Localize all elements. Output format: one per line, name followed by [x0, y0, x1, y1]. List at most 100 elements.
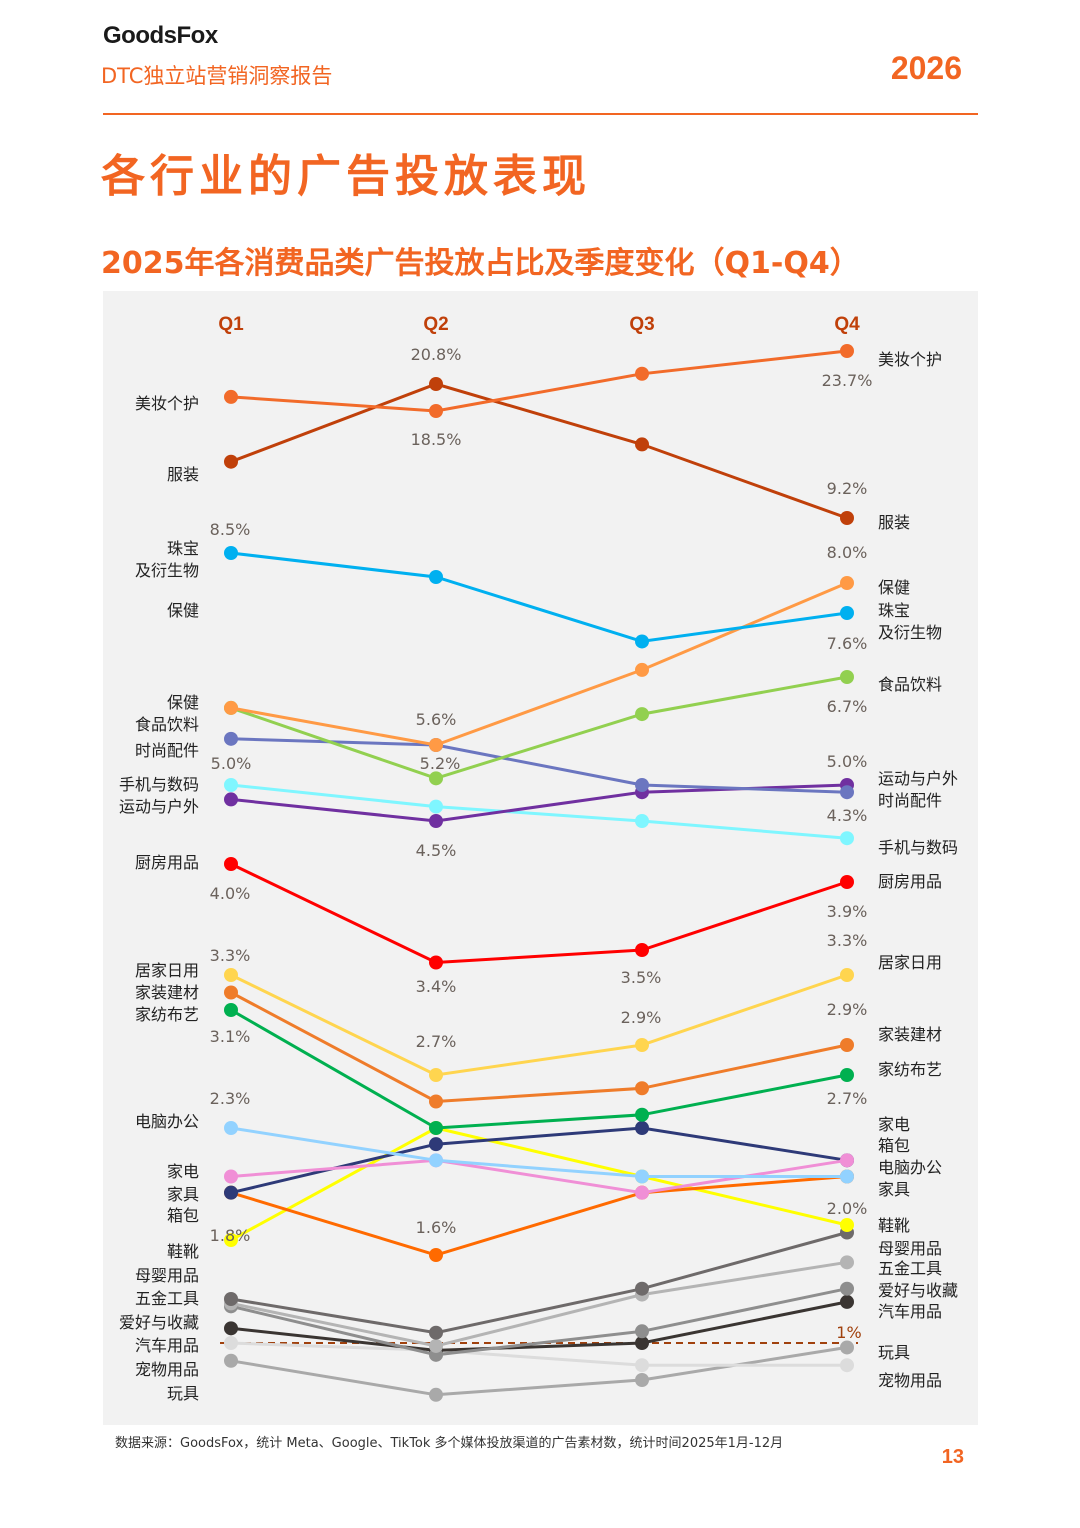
- data-point-宠物用品-Q3: [635, 1358, 649, 1373]
- data-point-手机与数码-Q3: [635, 814, 649, 828]
- left-category-label: 汽车用品: [135, 1336, 199, 1355]
- right-category-label: 家装建材: [878, 1025, 942, 1044]
- data-point-电脑办公-Q1: [224, 1121, 238, 1135]
- left-category-label: 电脑办公: [135, 1112, 199, 1131]
- goodsfox-logo: GoodsFox: [103, 22, 218, 50]
- series-line-五金工具: [230, 1260, 848, 1348]
- data-point-爱好与收藏-Q4: [840, 1281, 854, 1296]
- data-point-汽车用品-Q4: [840, 1294, 854, 1309]
- series-line-电脑办公: [230, 1126, 847, 1178]
- header-divider: [103, 113, 978, 115]
- report-year: 2026: [890, 50, 962, 86]
- data-label: 18.5%: [411, 430, 462, 449]
- data-label: 7.6%: [827, 634, 868, 653]
- data-label: 2.0%: [827, 1199, 868, 1218]
- data-point-食品饮料-Q3: [635, 707, 649, 722]
- right-category-label: 玩具: [878, 1343, 910, 1362]
- left-category-label: 鞋靴: [167, 1242, 199, 1261]
- data-point-家纺布艺-Q2: [429, 1121, 443, 1135]
- series-line-玩具: [230, 1345, 848, 1397]
- data-point-电脑办公-Q3: [635, 1169, 649, 1184]
- data-point-服装-Q1: [224, 454, 238, 469]
- left-category-label: 宠物用品: [135, 1360, 199, 1379]
- data-point-玩具-Q1: [224, 1353, 238, 1368]
- data-point-箱包-Q3: [635, 1121, 649, 1135]
- data-point-家纺布艺-Q4: [840, 1068, 854, 1082]
- data-point-珠宝及衍生物-Q2: [429, 570, 443, 584]
- data-label: 9.2%: [827, 479, 868, 498]
- series-line-珠宝及衍生物: [230, 551, 848, 643]
- left-category-label: 居家日用: [135, 961, 199, 980]
- data-point-箱包-Q2: [429, 1137, 443, 1152]
- data-point-美妆个护-Q3: [635, 366, 649, 381]
- right-category-label: 箱包: [878, 1136, 910, 1155]
- data-point-家装建材-Q3: [635, 1081, 649, 1096]
- data-label: 1.8%: [210, 1226, 251, 1245]
- data-label: 2.3%: [210, 1089, 251, 1108]
- data-point-保健-Q3: [635, 662, 649, 677]
- data-point-保健-Q2: [429, 738, 443, 752]
- series-line-鞋靴: [230, 1126, 848, 1242]
- data-label: 6.7%: [827, 697, 868, 716]
- data-point-时尚配件-Q1: [224, 731, 238, 746]
- data-point-保健-Q1: [224, 700, 238, 715]
- data-point-母婴用品-Q3: [635, 1281, 649, 1296]
- series-line-食品饮料: [230, 675, 848, 780]
- left-category-label: 家电: [167, 1162, 199, 1181]
- data-point-玩具-Q2: [429, 1387, 443, 1402]
- data-point-运动与户外-Q1: [224, 792, 238, 807]
- series-line-宠物用品: [230, 1341, 847, 1367]
- data-point-五金工具-Q4: [840, 1255, 854, 1270]
- series-line-服装: [230, 382, 848, 520]
- right-category-label: 时尚配件: [878, 791, 942, 810]
- data-point-家纺布艺-Q3: [635, 1107, 649, 1122]
- data-point-厨房用品-Q4: [840, 875, 854, 889]
- right-category-label: 居家日用: [878, 953, 942, 972]
- data-point-鞋靴-Q1: [224, 1233, 238, 1247]
- data-label: 5.6%: [416, 710, 457, 729]
- left-category-label: 珠宝: [167, 539, 199, 558]
- data-source-note: 数据来源：GoodsFox，统计 Meta、Google、TikTok 多个媒体…: [115, 1436, 784, 1451]
- data-label: 5.0%: [211, 754, 252, 773]
- data-point-家具-Q2: [429, 1248, 443, 1262]
- data-label: 2.9%: [621, 1008, 662, 1027]
- data-label: 23.7%: [822, 371, 873, 390]
- data-label: 3.3%: [827, 931, 868, 950]
- left-category-label: 箱包: [167, 1206, 199, 1225]
- right-category-label: 手机与数码: [878, 838, 958, 857]
- data-point-保健-Q4: [840, 576, 854, 590]
- data-point-箱包-Q1: [224, 1185, 238, 1200]
- data-point-爱好与收藏-Q3: [635, 1324, 649, 1339]
- right-category-label: 母婴用品: [878, 1239, 942, 1258]
- data-point-母婴用品-Q1: [224, 1292, 238, 1306]
- data-point-家装建材-Q2: [429, 1094, 443, 1109]
- data-label: 4.5%: [416, 841, 457, 860]
- data-point-珠宝及衍生物-Q1: [224, 546, 238, 560]
- left-category-label: 时尚配件: [135, 741, 199, 760]
- page-number: 13: [941, 1446, 964, 1468]
- data-point-母婴用品-Q2: [429, 1325, 443, 1340]
- left-category-label: 家纺布艺: [135, 1005, 199, 1024]
- data-label: 5.2%: [420, 754, 461, 773]
- left-category-label: 食品饮料: [135, 715, 199, 734]
- series-line-家具: [230, 1175, 848, 1257]
- series-line-家纺布艺: [230, 1008, 848, 1130]
- data-label: 20.8%: [411, 345, 462, 364]
- data-point-宠物用品-Q1: [224, 1336, 238, 1350]
- data-point-居家日用-Q3: [635, 1038, 649, 1052]
- data-point-居家日用-Q1: [224, 968, 238, 982]
- data-point-美妆个护-Q2: [429, 404, 443, 418]
- data-point-家纺布艺-Q1: [224, 1003, 238, 1017]
- right-category-label: 爱好与收藏: [878, 1281, 958, 1300]
- reference-line-label: 1%: [836, 1323, 861, 1342]
- data-point-家装建材-Q1: [224, 985, 238, 1000]
- right-category-label: 珠宝: [878, 601, 910, 620]
- quarter-label-Q4: Q4: [834, 314, 860, 335]
- left-category-label: 爱好与收藏: [119, 1313, 199, 1332]
- right-category-label: 及衍生物: [878, 623, 942, 642]
- series-line-居家日用: [230, 973, 848, 1077]
- data-label: 2.9%: [827, 1000, 868, 1019]
- data-point-电脑办公-Q4: [840, 1169, 854, 1184]
- data-label: 3.4%: [416, 977, 457, 996]
